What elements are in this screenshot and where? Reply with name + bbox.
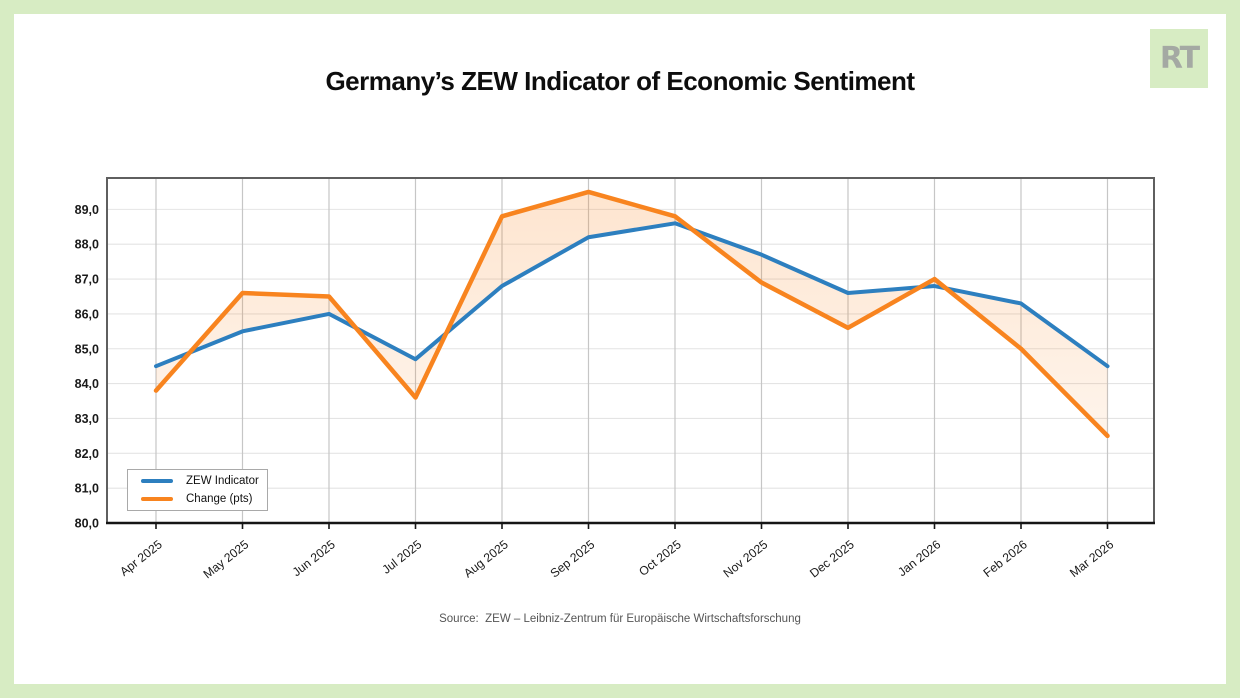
change-pts-line-swatch xyxy=(141,497,173,501)
svg-text:Nov 2025: Nov 2025 xyxy=(721,537,771,580)
legend-item-change-pts: Change (pts) xyxy=(128,493,267,506)
svg-text:80,0: 80,0 xyxy=(75,517,99,531)
svg-text:May 2025: May 2025 xyxy=(201,537,252,581)
content-card: Germany’s ZEW Indicator of Economic Sent… xyxy=(14,14,1226,684)
svg-text:Oct 2025: Oct 2025 xyxy=(636,537,684,579)
page-title: Germany’s ZEW Indicator of Economic Sent… xyxy=(325,66,915,96)
svg-text:83,0: 83,0 xyxy=(75,412,99,426)
zew-sentiment-chart: Apr 2025 May 2025 Jun 2025 Jul 2025 Aug 2025… xyxy=(75,177,1155,581)
rt-logo-text: RT xyxy=(1159,41,1200,76)
chart-legend: ZEW Indicator Change (pts) xyxy=(127,469,268,511)
svg-text:Mar 2026: Mar 2026 xyxy=(1067,537,1116,580)
svg-text:85,0: 85,0 xyxy=(75,342,99,356)
svg-text:82,0: 82,0 xyxy=(75,447,99,461)
svg-text:81,0: 81,0 xyxy=(75,482,99,496)
svg-text:Feb 2026: Feb 2026 xyxy=(981,537,1030,580)
svg-text:Apr 2025: Apr 2025 xyxy=(117,537,165,579)
svg-text:Sep 2025: Sep 2025 xyxy=(548,537,598,580)
svg-text:87,0: 87,0 xyxy=(75,273,99,287)
source-note: Source: ZEW – Leibniz-Zentrum für Europä… xyxy=(439,613,801,625)
svg-text:Aug 2025: Aug 2025 xyxy=(461,537,511,580)
svg-text:Dec 2025: Dec 2025 xyxy=(807,537,857,580)
legend-label: Change (pts) xyxy=(186,493,253,505)
legend-item-zew-indicator: ZEW Indicator xyxy=(128,475,267,488)
zew-indicator-line-swatch xyxy=(141,479,173,483)
svg-text:86,0: 86,0 xyxy=(75,307,99,321)
svg-text:Jun 2025: Jun 2025 xyxy=(290,537,338,579)
rt-logo: RT xyxy=(1150,29,1208,88)
svg-text:84,0: 84,0 xyxy=(75,377,99,391)
svg-text:88,0: 88,0 xyxy=(75,238,99,252)
svg-text:Jul 2025: Jul 2025 xyxy=(379,537,424,577)
svg-text:Jan 2026: Jan 2026 xyxy=(895,537,943,579)
svg-text:89,0: 89,0 xyxy=(75,203,99,217)
legend-label: ZEW Indicator xyxy=(186,475,259,487)
